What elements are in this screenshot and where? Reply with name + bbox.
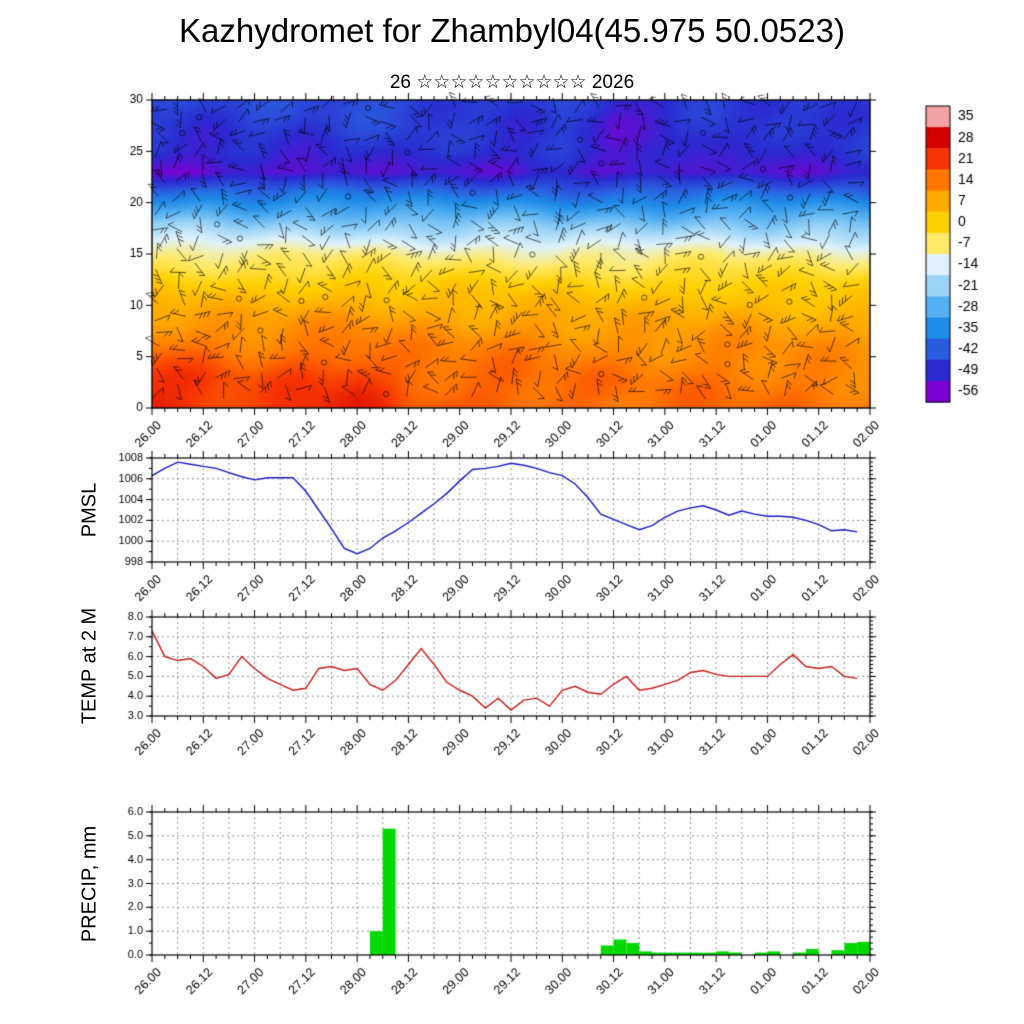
cross-section-chart — [0, 92, 1024, 464]
page-title: Kazhydromet for Zhambyl04(45.975 50.0523… — [179, 12, 845, 49]
temp-chart — [0, 605, 1024, 765]
precip-chart — [0, 800, 1024, 1024]
date-subtitle: 26 ☆☆☆☆☆☆☆☆☆☆ 2026 — [389, 72, 635, 93]
pmsl-chart — [0, 446, 1024, 606]
